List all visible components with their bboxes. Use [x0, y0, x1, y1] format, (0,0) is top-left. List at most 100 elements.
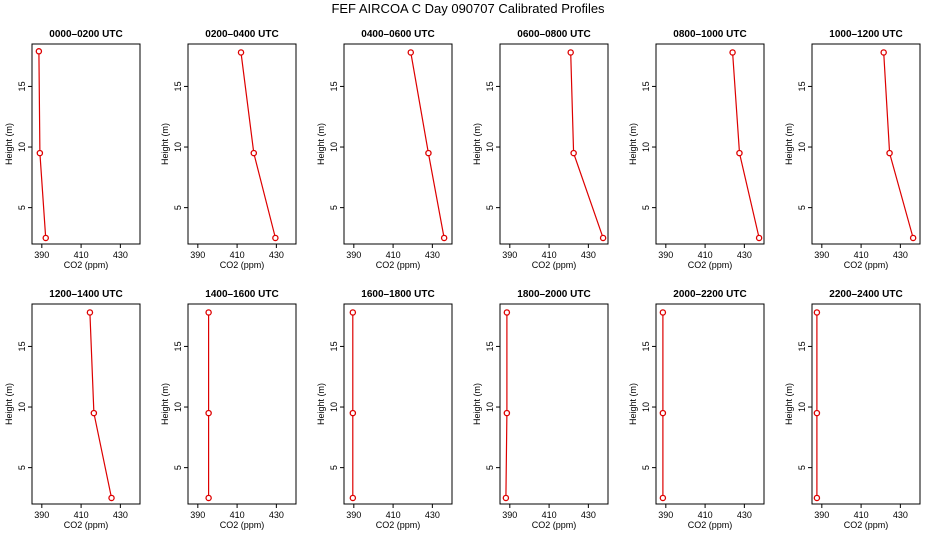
data-point: [205, 494, 212, 502]
x-tick-label: 430: [581, 250, 596, 260]
data-point: [205, 309, 212, 316]
data-point: [659, 409, 667, 417]
y-tick-label: 5: [173, 465, 183, 470]
data-point: [729, 49, 736, 56]
y-tick-label: 5: [17, 205, 27, 210]
y-tick-label: 15: [173, 341, 183, 351]
y-axis-label: Height (m): [472, 123, 482, 165]
x-tick-label: 430: [581, 510, 596, 520]
y-tick-label: 5: [641, 205, 651, 210]
data-point: [36, 149, 44, 157]
y-tick-label: 10: [173, 142, 183, 152]
x-tick-label: 430: [113, 250, 128, 260]
y-tick-label: 15: [641, 341, 651, 351]
data-point: [909, 234, 917, 242]
y-tick-label: 10: [797, 142, 807, 152]
y-tick-label: 15: [173, 81, 183, 91]
data-point: [599, 234, 607, 242]
panel-title: 0800–1000 UTC: [673, 29, 746, 40]
x-axis-label: CO2 (ppm): [688, 260, 733, 270]
panel-title: 2000–2200 UTC: [673, 289, 746, 300]
data-point: [880, 49, 887, 56]
x-tick-label: 430: [893, 510, 908, 520]
x-axis-label: CO2 (ppm): [532, 520, 577, 530]
x-tick-label: 410: [230, 510, 245, 520]
y-tick-label: 5: [641, 465, 651, 470]
profile-panel: 1400–1600 UTC 390 410 430 5 10 15 CO2 (ppm) Heig…: [160, 289, 297, 530]
data-point: [659, 494, 667, 502]
y-axis-label: Height (m): [472, 383, 482, 425]
x-tick-label: 390: [502, 510, 517, 520]
x-tick-label: 410: [542, 510, 557, 520]
profile-panel: 1200–1400 UTC 390 410 430 5 10 15 CO2 (ppm) Heig…: [4, 289, 141, 530]
x-tick-label: 430: [893, 250, 908, 260]
data-point: [407, 49, 415, 56]
x-tick-label: 390: [814, 250, 829, 260]
y-tick-label: 5: [17, 465, 27, 470]
data-point: [425, 149, 432, 157]
y-tick-label: 5: [485, 205, 495, 210]
data-point: [108, 494, 115, 502]
x-axis-label: CO2 (ppm): [376, 520, 421, 530]
y-tick-label: 15: [797, 81, 807, 91]
y-tick-label: 10: [641, 142, 651, 152]
x-tick-label: 410: [386, 510, 401, 520]
profile-line: [89, 312, 113, 499]
x-tick-label: 430: [269, 510, 284, 520]
y-tick-label: 5: [797, 205, 807, 210]
x-tick-label: 430: [737, 250, 752, 260]
plot-frame: [499, 43, 609, 245]
y-tick-label: 10: [17, 142, 27, 152]
data-point: [813, 494, 821, 502]
y-tick-label: 5: [329, 205, 339, 210]
y-axis-label: Height (m): [4, 123, 14, 165]
profile-panel: 1800–2000 UTC 390 410 430 5 10 15 CO2 (ppm) Heig…: [472, 289, 609, 530]
x-tick-label: 390: [34, 250, 49, 260]
x-tick-label: 430: [113, 510, 128, 520]
plot-frame: [343, 43, 453, 245]
data-point: [349, 494, 357, 502]
y-tick-label: 15: [485, 81, 495, 91]
data-point: [250, 149, 258, 157]
plot-frame: [655, 43, 765, 245]
y-tick-label: 15: [329, 81, 339, 91]
y-tick-label: 5: [329, 465, 339, 470]
data-point: [503, 409, 511, 417]
panel-title: 0200–0400 UTC: [205, 29, 278, 40]
plot-frame: [499, 303, 609, 505]
profile-line: [505, 312, 508, 498]
plot-frame: [655, 303, 765, 505]
y-axis-label: Height (m): [784, 123, 794, 165]
plot-frame: [187, 43, 297, 245]
x-axis-label: CO2 (ppm): [64, 260, 109, 270]
y-tick-label: 10: [173, 402, 183, 412]
x-tick-label: 390: [346, 250, 361, 260]
y-tick-label: 5: [173, 205, 183, 210]
data-point: [659, 309, 667, 316]
profile-line: [570, 52, 604, 239]
data-point: [90, 409, 98, 417]
profile-line: [38, 51, 47, 238]
data-point: [440, 234, 448, 242]
data-point: [237, 49, 245, 56]
y-tick-label: 5: [485, 465, 495, 470]
data-point: [502, 494, 510, 502]
x-axis-label: CO2 (ppm): [376, 260, 421, 270]
y-tick-label: 15: [17, 341, 27, 351]
data-point: [570, 149, 577, 157]
plot-frame: [811, 303, 921, 505]
plot-frame: [187, 303, 297, 505]
data-point: [349, 309, 357, 316]
y-axis-label: Height (m): [160, 123, 170, 165]
x-tick-label: 390: [190, 510, 205, 520]
data-point: [35, 48, 43, 55]
data-point: [349, 409, 357, 417]
y-tick-label: 10: [641, 402, 651, 412]
profile-panel: 2200–2400 UTC 390 410 430 5 10 15 CO2 (ppm) Heig…: [784, 289, 921, 530]
y-axis-label: Height (m): [4, 383, 14, 425]
y-tick-label: 5: [797, 465, 807, 470]
x-tick-label: 410: [230, 250, 245, 260]
x-axis-label: CO2 (ppm): [220, 260, 265, 270]
y-tick-label: 10: [797, 402, 807, 412]
x-tick-label: 390: [502, 250, 517, 260]
